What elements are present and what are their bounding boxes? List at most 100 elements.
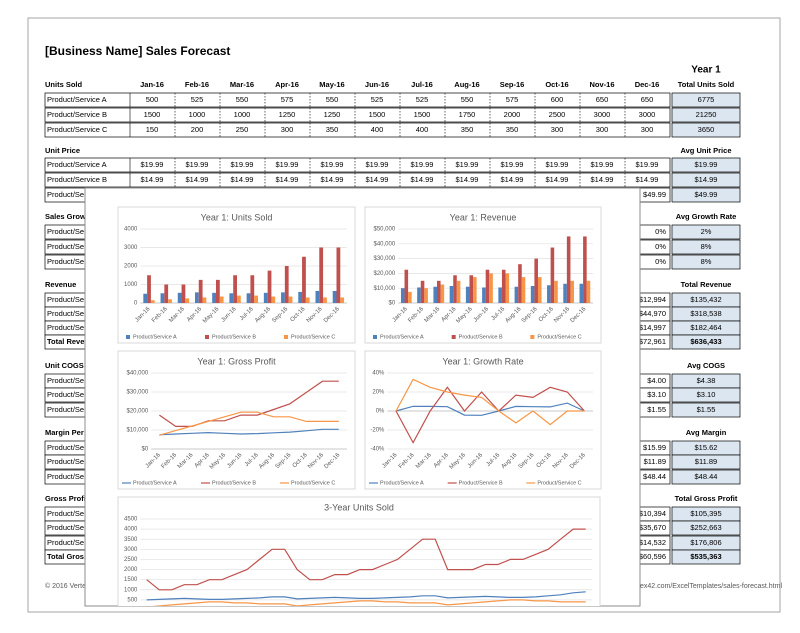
bar	[586, 280, 591, 303]
cell: $15.99	[643, 443, 666, 452]
bar	[436, 280, 441, 303]
cell: $14.99	[501, 175, 524, 184]
y-tick-label: 2000	[124, 567, 138, 573]
total-value: $1.55	[697, 405, 716, 414]
legend-label: Product/Service C	[537, 334, 581, 340]
cell: 550	[236, 95, 249, 104]
total-cell	[671, 549, 741, 565]
bar	[566, 236, 571, 303]
y-tick-label: 2500	[124, 557, 138, 563]
total-value: 8%	[701, 242, 712, 251]
legend-swatch	[530, 335, 535, 339]
cell: $14.99	[636, 175, 659, 184]
cell: 0%	[655, 242, 666, 251]
total-header: Total Revenue	[681, 280, 732, 289]
total-cell	[671, 520, 741, 536]
cell: 1500	[144, 110, 161, 119]
bar	[250, 275, 255, 303]
cell: $35,670	[639, 523, 666, 532]
cell: $19.99	[276, 160, 299, 169]
total-value: $252,663	[690, 523, 721, 532]
bar	[254, 295, 258, 303]
bar	[534, 258, 538, 303]
row-label: Product/Service B	[47, 309, 107, 318]
cell: 400	[371, 125, 384, 134]
row-label: Product/Service B	[47, 523, 107, 532]
bar	[424, 288, 428, 303]
cell: 1250	[324, 110, 341, 119]
line	[395, 378, 585, 426]
chart-title: Year 1: Gross Profit	[197, 356, 276, 366]
footer-right: https://www.vertex42.com/ExcelTemplates/…	[591, 583, 783, 590]
row-label: Product/Service B	[47, 110, 107, 119]
row-label: Product/Service B	[47, 457, 107, 466]
cell: $3.10	[647, 390, 666, 399]
cell: 0%	[655, 257, 666, 266]
bar	[246, 293, 251, 303]
chart-area	[117, 350, 356, 490]
cell: $14,532	[639, 538, 666, 547]
total-value: $15.62	[695, 443, 718, 452]
month-header: Aug-16	[454, 80, 479, 89]
bar	[198, 279, 203, 303]
bar	[267, 270, 272, 303]
legend-label: Product/Service A	[380, 334, 424, 340]
bar	[530, 285, 535, 303]
legend-swatch	[205, 335, 209, 339]
cell: 350	[506, 125, 519, 134]
cell: $60,596	[639, 552, 666, 561]
total-value: $105,395	[690, 509, 721, 518]
bar	[563, 283, 567, 303]
total-cell	[671, 334, 741, 350]
cell: 3000	[594, 110, 611, 119]
bar	[215, 279, 220, 303]
bar	[485, 269, 490, 303]
total-header: Avg COGS	[687, 361, 725, 370]
total-cell	[671, 187, 741, 203]
row-label: Product/Service B	[47, 242, 107, 251]
bar	[456, 280, 461, 303]
total-cell	[671, 122, 741, 138]
total-cell	[671, 157, 741, 173]
cell: 550	[461, 95, 474, 104]
chart-title: Year 1: Growth Rate	[442, 356, 523, 366]
cell: $11.89	[644, 457, 666, 466]
bar	[433, 286, 437, 303]
y-tick-label: 1500	[124, 577, 138, 583]
bar	[229, 293, 234, 303]
total-header: Total Units Sold	[678, 80, 735, 89]
bar	[236, 295, 241, 303]
total-cell	[671, 107, 741, 123]
row-label: Product/Service C	[47, 405, 108, 414]
bar	[505, 273, 510, 303]
month-header: Apr-16	[275, 80, 299, 89]
bar	[168, 299, 172, 303]
total-header: Avg Margin	[686, 428, 727, 437]
bar	[453, 275, 457, 303]
bar	[315, 290, 320, 303]
row-label: Product/Service A	[47, 160, 107, 169]
cell: 525	[191, 95, 204, 104]
cell: $48.44	[643, 472, 666, 481]
bar	[185, 298, 190, 303]
bar	[281, 292, 285, 303]
cell: $49.99	[643, 190, 666, 199]
y-tick-label: $20,000	[126, 409, 148, 415]
row-label: Product/Service C	[47, 472, 108, 481]
bar	[489, 273, 493, 303]
cell: 1750	[459, 110, 476, 119]
bar	[181, 284, 186, 303]
row-label: Product/Service C	[47, 190, 108, 199]
cell: $14.99	[456, 175, 479, 184]
cell: 650	[596, 95, 609, 104]
cell: $14.99	[591, 175, 614, 184]
y-tick-label: 0	[134, 301, 138, 307]
chart-title: Year 1: Units Sold	[201, 212, 273, 222]
legend-label: Product/Service A	[133, 334, 177, 340]
cell: 575	[506, 95, 519, 104]
bar	[332, 290, 337, 303]
chart-group: Year 1: Units Sold01000200030004000Jan-1…	[117, 206, 602, 606]
y-tick-label: $50,000	[373, 227, 395, 233]
sheet-title: [Business Name] Sales Forecast	[45, 44, 230, 58]
total-value: $176,806	[690, 538, 721, 547]
